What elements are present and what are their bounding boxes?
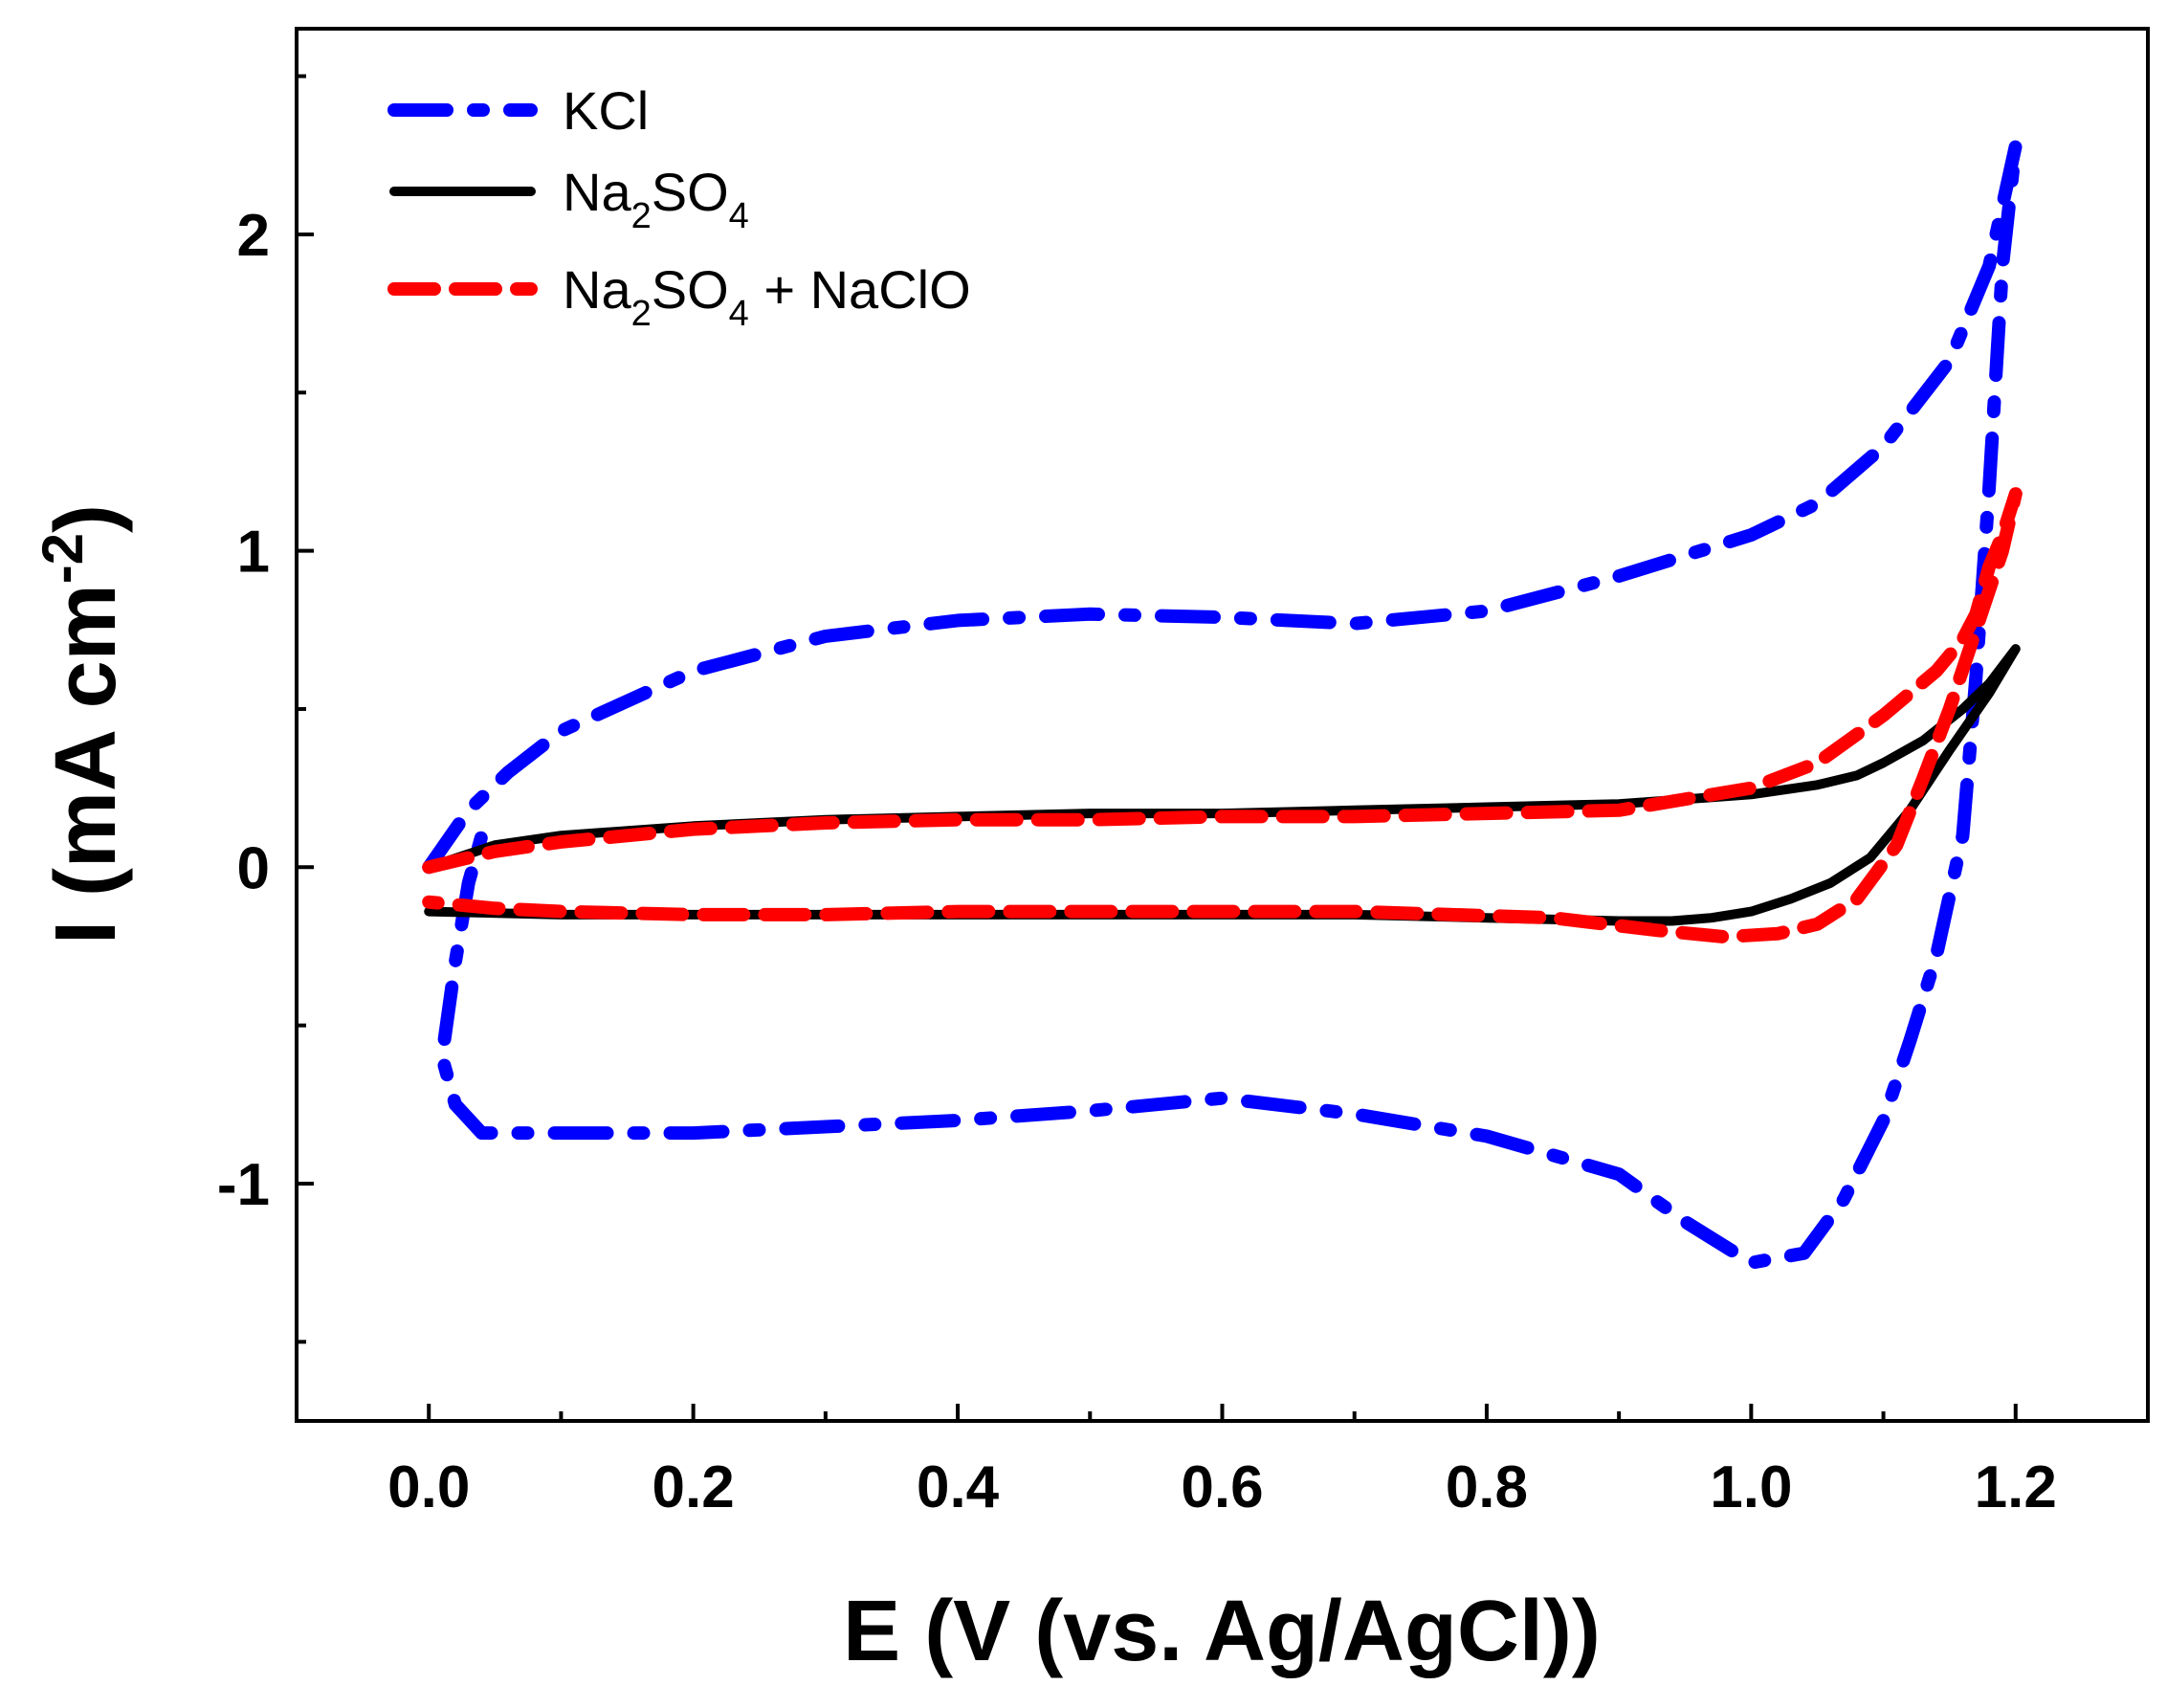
axis-tick-labels: 0.0 0.2 0.4 0.6 0.8 1.0 1.2 -1 0 1 2	[217, 203, 2057, 1520]
x-tick-label: 0.8	[1446, 1454, 1528, 1520]
x-tick-label: 0.0	[387, 1454, 470, 1520]
x-tick-label: 0.2	[652, 1454, 735, 1520]
series-line-na2so4-naclo	[422, 487, 2023, 944]
axis-ticks	[297, 74, 2018, 1421]
y-tick-label: 1	[237, 520, 270, 586]
series-line-kcl	[422, 139, 2023, 1270]
legend: KCl Na2SO4 Na2SO4 + NaClO	[387, 80, 971, 334]
y-tick-label: 2	[237, 203, 270, 269]
x-tick-label: 1.2	[1975, 1454, 2057, 1520]
x-tick-label: 1.0	[1710, 1454, 1792, 1520]
y-axis-title-exponent: -2	[31, 533, 95, 584]
legend-label-kcl: KCl	[563, 80, 649, 141]
legend-label-na2so4: Na2SO4	[563, 162, 749, 236]
legend-label-na2so4-naclo: Na2SO4 + NaClO	[563, 259, 971, 334]
x-axis-title: E (V (vs. Ag/AgCl))	[843, 1584, 1601, 1679]
y-axis-title-main: I (mA cm	[38, 584, 134, 944]
y-tick-label: 0	[237, 835, 270, 901]
y-tick-label: -1	[217, 1152, 270, 1218]
y-axis-title: I (mA cm-2)	[31, 504, 134, 944]
x-tick-label: 0.4	[917, 1454, 1000, 1520]
series-layer	[422, 139, 2023, 1270]
x-tick-label: 0.6	[1181, 1454, 1263, 1520]
y-axis-title-close: )	[38, 504, 134, 533]
